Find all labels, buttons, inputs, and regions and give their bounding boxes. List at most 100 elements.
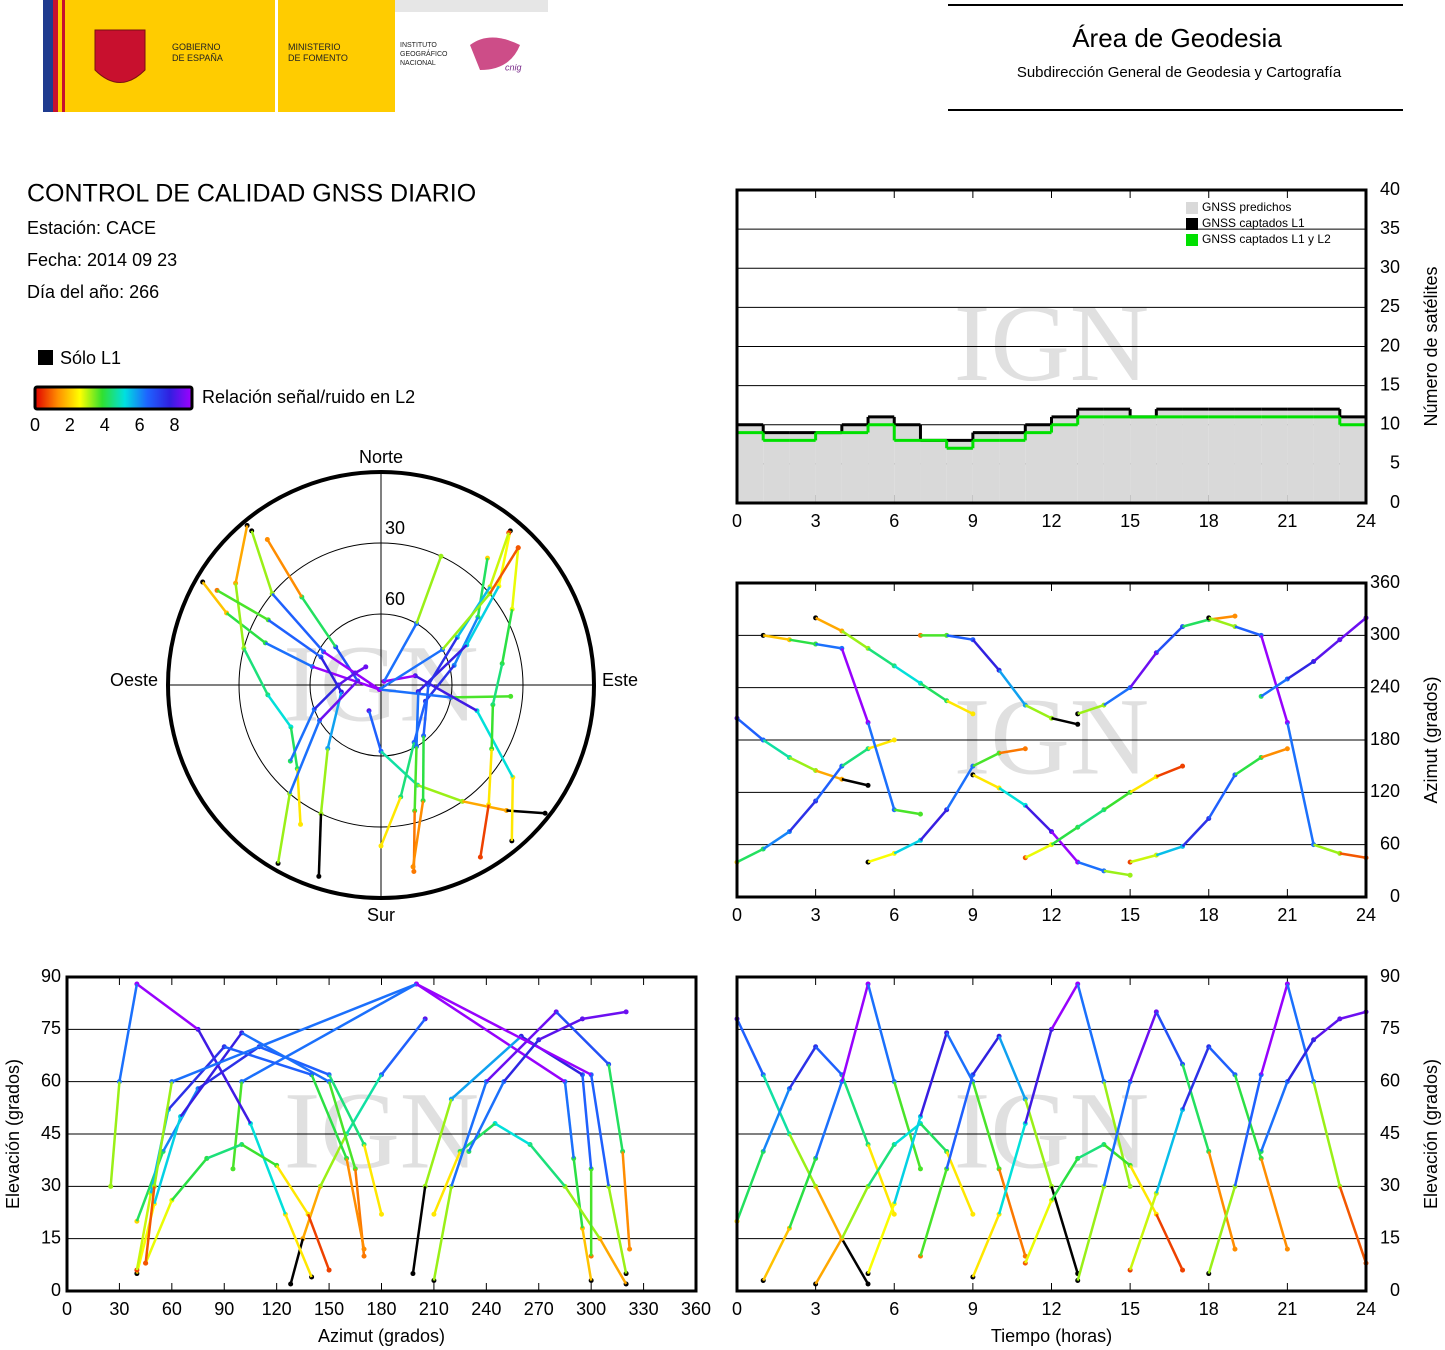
track-segment (1024, 804, 1053, 833)
y-tick-label: 25 (1380, 296, 1400, 316)
track-point (865, 1281, 871, 1287)
track-segment (475, 710, 514, 778)
track-segment (997, 1123, 1027, 1215)
track-point (411, 868, 417, 874)
track-segment (788, 1133, 817, 1187)
track-point (1022, 746, 1028, 752)
track-segment (491, 663, 504, 706)
track-segment (598, 1238, 628, 1285)
track-segment (1076, 1185, 1106, 1281)
track-segment (1182, 618, 1210, 628)
track-segment (1181, 817, 1210, 848)
track-point (1232, 613, 1238, 619)
track-point (361, 1253, 367, 1259)
y-tick-label: 5 (1390, 453, 1400, 473)
y-tick-label: 360 (1370, 572, 1400, 592)
track-segment (450, 1081, 488, 1187)
track-segment (1234, 625, 1262, 637)
plot-frame (735, 975, 1368, 1293)
x-tick-label: 180 (366, 1299, 396, 1319)
elevation-ring (309, 613, 453, 757)
track-segment (893, 664, 922, 685)
track-point (970, 1211, 976, 1217)
y-tick-label: 0 (1390, 1280, 1400, 1300)
shield (94, 29, 146, 83)
track-point (1232, 1246, 1238, 1252)
track-segment (919, 1168, 948, 1257)
track-segment (1155, 1213, 1184, 1271)
track-segment (170, 1157, 208, 1202)
track-segment (488, 547, 520, 595)
area-step (1234, 409, 1262, 503)
track-point (108, 1183, 114, 1189)
watermark: IGN (284, 1069, 480, 1191)
track-segment (415, 691, 420, 747)
track-segment (971, 1035, 1001, 1076)
direction-label: Norte (359, 447, 403, 467)
area-step (999, 432, 1026, 503)
track-segment (414, 674, 478, 712)
area-step (841, 424, 869, 503)
track-segment (762, 1074, 791, 1135)
track-segment (421, 735, 425, 801)
track-segment (1024, 703, 1053, 720)
legend-swatch (1186, 218, 1198, 230)
area-step (1261, 409, 1288, 503)
track-segment (510, 777, 515, 841)
track-point (363, 664, 369, 670)
track-segment (866, 1203, 896, 1274)
track-segment (241, 1143, 278, 1167)
colorbar-tick-label: 6 (135, 415, 145, 435)
track-segment (866, 983, 896, 1082)
track-point (542, 810, 548, 816)
direction-label: Oeste (110, 670, 158, 690)
track-segment (919, 1032, 948, 1117)
track-segment (490, 704, 495, 749)
track-segment (271, 592, 325, 653)
track-segment (250, 530, 274, 595)
track-segment (231, 1081, 243, 1170)
area-step (1077, 409, 1104, 503)
track-segment (249, 1123, 287, 1215)
logo-text: cnig (505, 62, 522, 72)
y-tick-label: 45 (41, 1123, 61, 1143)
track-segment (1313, 843, 1341, 855)
track-segment (1128, 1192, 1158, 1271)
x-tick-label: 9 (968, 905, 978, 925)
track-segment (538, 1017, 583, 1041)
area-step (1208, 409, 1235, 503)
area-step (894, 424, 921, 503)
track-segment (735, 1151, 765, 1222)
area-step (1130, 416, 1157, 503)
track-segment (893, 839, 922, 855)
track-segment (1286, 722, 1315, 845)
track-segment (607, 1186, 628, 1274)
track-segment (1338, 1185, 1368, 1264)
track-segment (432, 1186, 453, 1281)
x-tick-label: 6 (889, 1299, 899, 1319)
track-segment (223, 1045, 312, 1076)
y-tick-label: 15 (1380, 1227, 1400, 1247)
colorbar-tick-label: 4 (100, 415, 110, 435)
track-segment (1339, 852, 1367, 859)
area-step (1156, 409, 1183, 503)
track-point (1127, 872, 1133, 878)
track-segment (815, 616, 843, 633)
x-tick-label: 24 (1356, 511, 1376, 531)
track-segment (1050, 983, 1079, 1030)
track-segment (345, 1158, 366, 1250)
track-segment (289, 708, 316, 762)
track-segment (1155, 1011, 1184, 1065)
track-segment (502, 1038, 540, 1083)
y-tick-label: 90 (41, 966, 61, 986)
track-segment (841, 747, 869, 768)
colorbar-tick-label: 2 (65, 415, 75, 435)
track-segment (1128, 1011, 1158, 1083)
track-segment (581, 1227, 593, 1281)
track-segment (417, 783, 463, 803)
x-tick-label: 6 (889, 511, 899, 531)
x-tick-label: 21 (1277, 511, 1297, 531)
track-segment (411, 800, 425, 867)
track-segment (1312, 1081, 1342, 1187)
